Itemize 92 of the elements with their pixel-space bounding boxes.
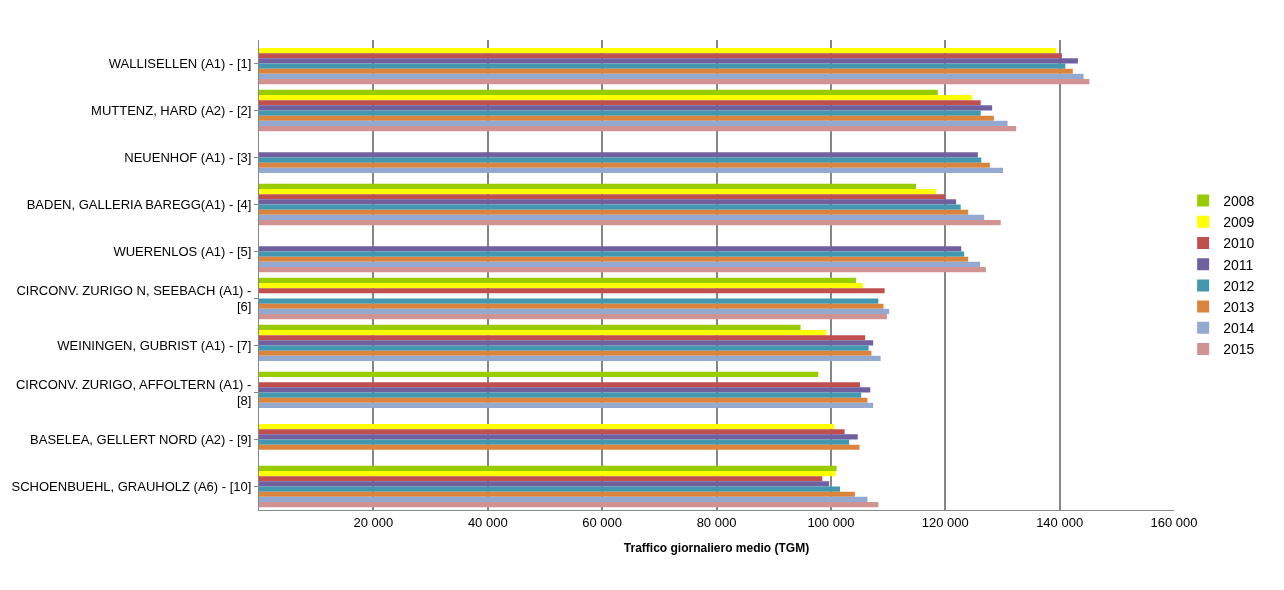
y-tick-label: MUTTENZ, HARD (A2) - [2] (91, 103, 252, 119)
bar (259, 502, 879, 508)
bar (259, 94, 973, 101)
bar (259, 496, 868, 503)
legend-label: 2010 (1223, 235, 1255, 252)
legend-label: 2015 (1223, 341, 1255, 358)
bar (259, 340, 874, 346)
bar (259, 429, 845, 435)
y-tick-label: CIRCONV. ZURIGO, AFFOLTERN (A1) - [8] (15, 376, 252, 409)
bar (259, 152, 978, 158)
bar (259, 476, 823, 482)
bar (259, 157, 982, 163)
bar (259, 126, 1017, 132)
bar (259, 329, 827, 336)
legend-label: 2008 (1223, 193, 1255, 210)
bar (259, 371, 819, 377)
x-tick-label: 60 000 (582, 514, 623, 530)
bar (259, 220, 1001, 226)
bar (259, 79, 1090, 85)
bar (259, 355, 881, 362)
x-tick-label: 100 000 (807, 514, 855, 530)
bar (259, 209, 969, 215)
bar (259, 183, 917, 189)
bar (259, 345, 869, 351)
x-tick-label: 160 000 (1150, 514, 1198, 530)
bar (259, 335, 866, 341)
x-tick-label: 20 000 (353, 514, 394, 530)
bar (259, 100, 981, 106)
bar (259, 246, 962, 252)
bar (259, 47, 1057, 54)
bar (259, 308, 890, 315)
bar (259, 491, 855, 497)
bar (259, 434, 858, 440)
bar (259, 392, 862, 398)
bar (259, 465, 837, 471)
bar (259, 63, 1066, 69)
y-tick-label: CIRCONV. ZURIGO N, SEEBACH (A1) - [6] (16, 282, 252, 315)
legend-label: 2009 (1223, 214, 1255, 231)
x-axis-title: Traffico giornaliero medio (TGM) (623, 541, 810, 556)
bar (259, 256, 969, 262)
bar (259, 470, 836, 477)
bar (259, 68, 1073, 74)
bar (259, 120, 1008, 127)
legend-label: 2012 (1223, 277, 1255, 294)
bar (259, 486, 841, 492)
bar (259, 58, 1078, 64)
bar (259, 188, 937, 195)
y-tick-label: SCHOENBUEHL, GRAUHOLZ (A6) - [10] (11, 479, 252, 495)
bar (259, 261, 981, 268)
y-tick-label: BADEN, GALLERIA BAREGG(A1) - [4] (26, 197, 252, 213)
bar (259, 105, 993, 111)
bar (259, 53, 1062, 59)
bar (259, 194, 946, 200)
bar (259, 324, 801, 330)
bar (259, 303, 884, 309)
legend-label: 2013 (1223, 299, 1255, 316)
y-tick-label: WALLISELLEN (A1) - [1] (108, 56, 252, 72)
bar (259, 115, 994, 121)
bar (259, 199, 957, 205)
bar (259, 167, 1004, 174)
y-tick-label: NEUENHOF (A1) - [3] (124, 150, 252, 166)
bar (259, 314, 887, 320)
bar (259, 267, 986, 273)
bar (259, 282, 863, 289)
bar (259, 288, 885, 294)
x-tick-label: 80 000 (696, 514, 737, 530)
bar (259, 204, 961, 210)
bar (259, 402, 874, 409)
bar (259, 397, 868, 403)
y-tick-label: WUERENLOS (A1) - [5] (113, 244, 252, 260)
bar (259, 439, 850, 445)
legend-label: 2011 (1223, 256, 1254, 273)
bar (259, 251, 965, 257)
x-tick-label: 140 000 (1036, 514, 1084, 530)
x-tick-label: 40 000 (467, 514, 508, 530)
y-tick-label: WEININGEN, GUBRIST (A1) - [7] (57, 338, 252, 354)
bar (259, 110, 981, 116)
legend-label: 2014 (1223, 320, 1255, 337)
bar (259, 423, 835, 430)
bar (259, 350, 872, 356)
bar (259, 162, 990, 168)
bar (259, 277, 857, 283)
bar (259, 73, 1084, 80)
bar (259, 214, 985, 221)
bar (259, 387, 871, 393)
bar (259, 444, 860, 450)
y-tick-label: BASELEA, GELLERT NORD (A2) - [9] (30, 432, 252, 448)
bar (259, 298, 879, 304)
x-tick-label: 120 000 (921, 514, 969, 530)
bar (259, 89, 938, 95)
bar (259, 382, 861, 388)
bar (259, 481, 830, 487)
